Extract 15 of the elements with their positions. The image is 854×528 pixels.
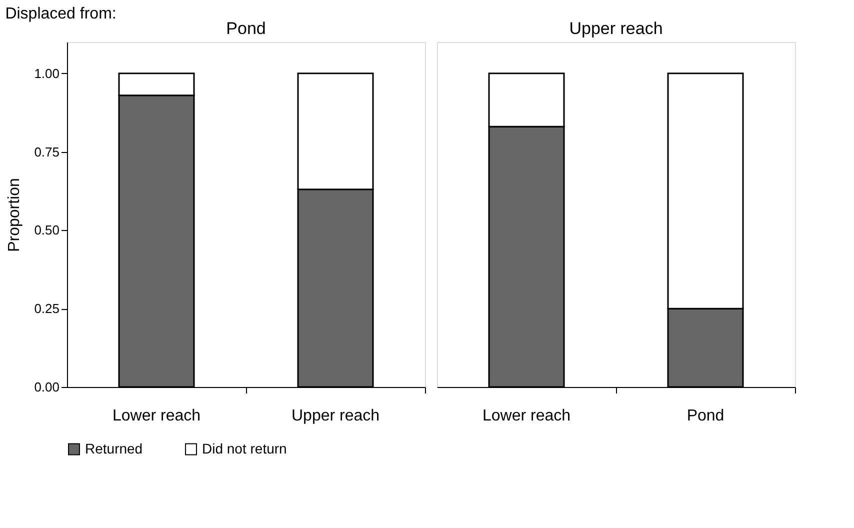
legend-label: Returned	[85, 440, 143, 456]
y-tick-label: 0.25	[34, 301, 60, 316]
chart-title: Pond	[226, 19, 266, 38]
y-tick-label: 0.75	[34, 144, 60, 160]
chart-title: Upper reach	[569, 19, 663, 38]
y-axis-title: Proportion	[6, 178, 24, 252]
x-tick-label: Lower reach	[112, 408, 201, 424]
y-tick-label: 0.50	[34, 222, 60, 238]
legend-label: Did not return	[202, 440, 287, 456]
y-tick-label: 0.00	[34, 380, 60, 394]
x-tick-label: Lower reach	[482, 408, 571, 424]
x-tick-label: Upper reach	[291, 408, 380, 424]
x-tick-label: Pond	[686, 408, 724, 424]
y-tick-label: 1.00	[34, 66, 60, 81]
text: Displaced from:	[5, 6, 116, 22]
